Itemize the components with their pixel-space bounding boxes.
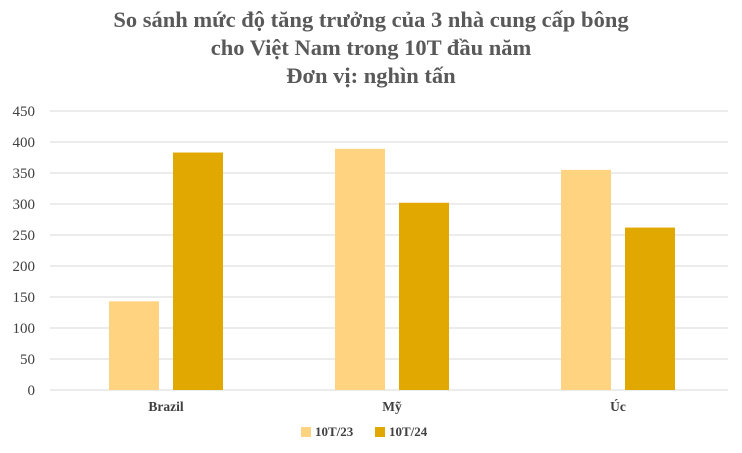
- bar-Úc-10T/23: [561, 169, 611, 390]
- bar-Brazil-10T/24: [173, 152, 223, 390]
- x-tick-label: Brazil: [148, 399, 183, 414]
- chart-title-line-1: So sánh mức độ tăng trưởng của 3 nhà cun…: [113, 7, 629, 32]
- legend-swatch-10T/24: [375, 427, 385, 437]
- bar-Brazil-10T/23: [109, 301, 159, 390]
- legend-swatch-10T/23: [301, 427, 311, 437]
- chart-title-line-3: Đơn vị: nghìn tấn: [286, 63, 456, 88]
- x-tick-label: Mỹ: [382, 399, 402, 414]
- bar-Mỹ-10T/24: [399, 202, 449, 390]
- bar-Úc-10T/24: [625, 227, 675, 390]
- x-tick-label: Úc: [610, 399, 626, 414]
- y-tick-label: 0: [28, 383, 36, 399]
- chart-title: So sánh mức độ tăng trưởng của 3 nhà cun…: [0, 6, 742, 90]
- y-tick-label: 300: [13, 197, 36, 213]
- legend-label-10T/23: 10T/23: [315, 424, 354, 439]
- legend-label-10T/24: 10T/24: [389, 424, 428, 439]
- y-tick-label: 450: [13, 104, 36, 120]
- y-tick-label: 400: [13, 135, 36, 151]
- y-tick-label: 100: [13, 321, 36, 337]
- y-tick-label: 200: [13, 259, 36, 275]
- y-tick-label: 50: [20, 352, 35, 368]
- y-tick-label: 150: [13, 290, 36, 306]
- bar-Mỹ-10T/23: [335, 148, 385, 390]
- y-tick-label: 350: [13, 166, 36, 182]
- y-tick-label: 250: [13, 228, 36, 244]
- chart-title-line-2: cho Việt Nam trong 10T đầu năm: [210, 35, 532, 60]
